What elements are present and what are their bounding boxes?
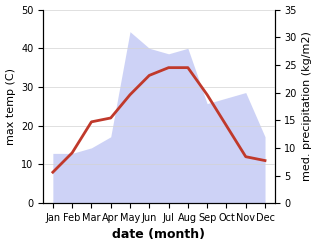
Y-axis label: max temp (C): max temp (C) — [5, 68, 16, 145]
Y-axis label: med. precipitation (kg/m2): med. precipitation (kg/m2) — [302, 31, 313, 181]
X-axis label: date (month): date (month) — [113, 228, 205, 242]
